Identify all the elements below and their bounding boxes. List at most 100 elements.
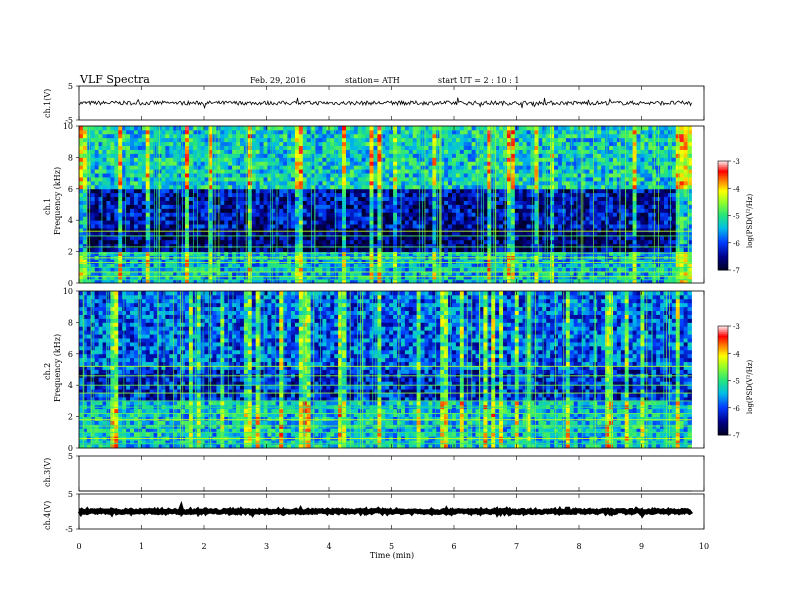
ch1_spec-cell: [228, 137, 233, 143]
ch1_spec-cell: [114, 239, 119, 245]
ch1_spec-cell: [118, 153, 123, 158]
ch1_spec-cell: [440, 157, 445, 162]
ch1_spec-cell: [185, 216, 190, 221]
ch1_spec-cell: [558, 279, 563, 284]
ch1_spec-cell: [153, 149, 158, 154]
ch1_spec-cell: [196, 145, 202, 150]
ch1_spec-cell: [126, 161, 131, 166]
ch1_spec-cell: [377, 267, 382, 272]
ch1_spec-cell: [287, 216, 292, 221]
ch1_spec-cell: [381, 196, 386, 201]
ch1_spec-cell: [416, 271, 421, 276]
ch1_spec-cell: [141, 161, 147, 166]
ch1_spec-cell: [369, 212, 374, 217]
ch1_spec-cell: [228, 157, 233, 162]
ch1_spec-cell: [302, 126, 308, 131]
ch1_spec-cell: [271, 271, 276, 276]
ch1_spec-cell: [432, 137, 437, 143]
ch1_spec-cell: [495, 204, 500, 209]
ch1_spec-cell: [239, 196, 245, 201]
ch1_spec-cell: [518, 224, 524, 229]
ch1_spec-cell: [546, 196, 551, 201]
ch1_spec-cell: [483, 212, 488, 217]
ch1_spec-cell: [416, 192, 421, 198]
ch1_spec-cell: [181, 192, 186, 198]
ch1_spec-cell: [149, 216, 154, 221]
ch1_spec-cell: [463, 161, 469, 166]
ch1_spec-cell: [550, 216, 555, 221]
ch1_spec-cell: [310, 192, 315, 198]
ch1_spec-cell: [534, 224, 539, 229]
ch1_spec-cell: [444, 204, 449, 209]
ch1_spec-cell: [487, 216, 492, 221]
ch1_spec-cell: [542, 192, 547, 198]
ch1_spec-cell: [200, 216, 206, 221]
ch1_spec-cell: [357, 224, 363, 229]
ch1_spec-cell: [314, 145, 319, 150]
ch1_spec-cell: [165, 216, 170, 221]
ch1_spec-cell: [306, 192, 312, 198]
ch1_spec-cell: [459, 267, 465, 272]
ch1_spec-cell: [173, 129, 178, 135]
ch1_spec-cell: [389, 145, 394, 150]
ch1_spec-cell: [208, 184, 213, 190]
ch1_spec-cell: [408, 192, 414, 198]
ch1_spec-cell: [279, 208, 284, 213]
ch1_spec-cell: [522, 188, 527, 194]
ch1_spec-cell: [452, 192, 457, 198]
ch1_spec-cell: [161, 235, 166, 241]
ch1_spec-cell: [228, 169, 233, 174]
ch1_spec-cell: [554, 263, 559, 268]
ch1_spec-cell: [424, 228, 429, 233]
ch1_spec-cell: [169, 220, 174, 225]
ch1_spec-cell: [538, 259, 543, 264]
ch1_spec-cell: [416, 153, 421, 158]
ch1_spec-cell: [404, 243, 410, 249]
ch1_spec-cell: [416, 267, 421, 272]
ch1_spec-cell: [165, 267, 170, 272]
ch1_spec-cell: [495, 263, 500, 268]
ch1_spec-cell: [302, 267, 308, 272]
ch1_spec-cell: [538, 220, 543, 225]
ch1_spec-cell: [404, 228, 410, 233]
ch1_spec-cell: [404, 157, 410, 162]
ch1_spec-cell: [255, 263, 261, 268]
ch1_spec-cell: [510, 220, 516, 225]
ch1_spec-cell: [204, 188, 209, 194]
ch1_spec-cell: [400, 204, 406, 209]
ch1_spec-cell: [98, 126, 103, 131]
ch1_spec-cell: [518, 275, 524, 280]
ch1_spec-cell: [550, 208, 555, 213]
ch1_spec-cell: [377, 239, 382, 245]
ch1_spec-cell: [357, 220, 363, 225]
ch1_spec-cell: [467, 169, 473, 174]
ch1_spec-cell: [208, 145, 213, 150]
ch1_spec-cell: [114, 271, 119, 276]
ch1_spec-cell: [94, 228, 100, 233]
ch1_spec-cell: [459, 161, 465, 166]
ch1_spec-cell: [153, 173, 158, 178]
ch1_spec-cell: [385, 271, 390, 276]
ch1_spec-cell: [275, 196, 280, 201]
ch1_spec-cell: [330, 212, 335, 217]
ch1_spec-cell: [448, 161, 453, 166]
ch1_spec-cell: [440, 204, 445, 209]
ch1_spec-cell: [467, 141, 473, 147]
ch1_spec-cell: [554, 208, 559, 213]
ch1_spec-cell: [181, 228, 186, 233]
ch1_spec-cell: [514, 137, 520, 143]
ch1_spec-cell: [526, 263, 531, 268]
ch1_spec-cell: [432, 271, 437, 276]
ch1_spec-cell: [499, 235, 504, 241]
ch1_spec-cell: [86, 231, 92, 237]
ch1_spec-cell: [550, 243, 555, 249]
ch1_spec-cell: [428, 137, 433, 143]
ch1_spec-cell: [251, 157, 257, 162]
ch1_spec-cell: [452, 212, 457, 217]
ch1_spec-cell: [349, 224, 355, 229]
ch1_spec-cell: [404, 133, 410, 139]
ch1_spec-cell: [200, 141, 206, 147]
ch1_spec-cell: [283, 184, 288, 190]
ch1_spec-cell: [404, 196, 410, 201]
ch1_spec-cell: [287, 141, 292, 147]
